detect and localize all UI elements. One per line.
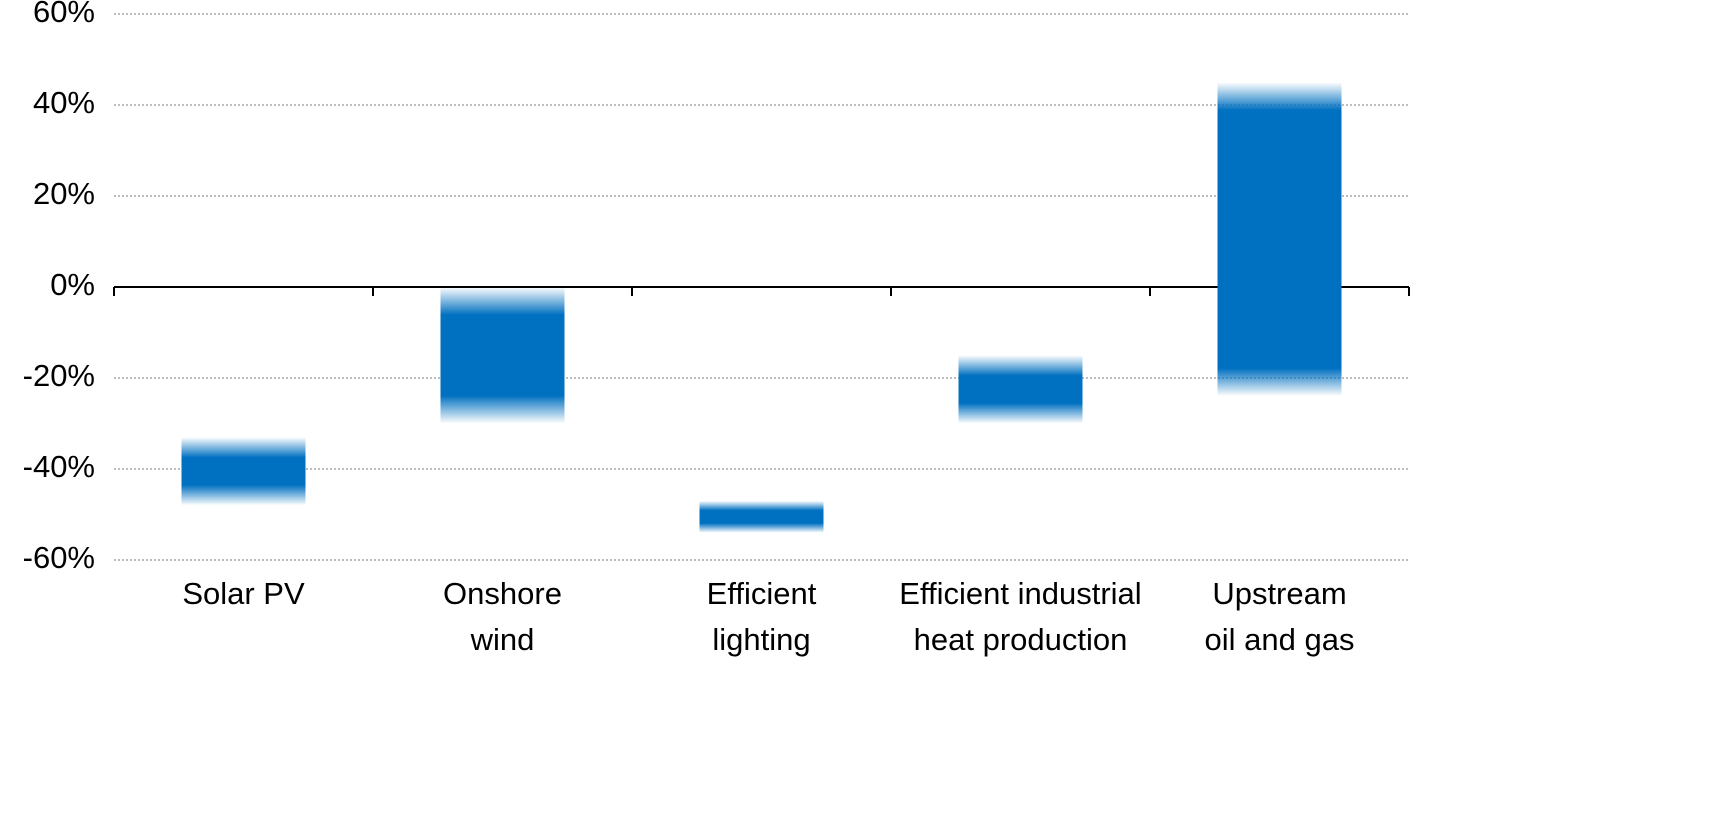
x-tick-label: Onshore	[443, 576, 562, 611]
y-tick-label: 60%	[33, 0, 95, 29]
x-tick-label: heat production	[914, 622, 1128, 657]
y-tick-label: 20%	[33, 176, 95, 211]
range-bar	[440, 287, 565, 424]
y-tick-label: 40%	[33, 85, 95, 120]
x-tick-label: Efficient industrial	[899, 576, 1141, 611]
y-tick-label: -60%	[23, 540, 95, 575]
range-bar	[958, 355, 1083, 424]
x-tick-label: Upstream	[1212, 576, 1346, 611]
y-tick-label: -20%	[23, 358, 95, 393]
x-tick-label: wind	[470, 622, 535, 657]
x-tick-label: oil and gas	[1205, 622, 1355, 657]
x-tick-label: lighting	[712, 622, 810, 657]
y-tick-label: 0%	[50, 267, 95, 302]
range-bar	[699, 500, 824, 533]
x-tick-label: Efficient	[707, 576, 817, 611]
y-tick-label: -40%	[23, 449, 95, 484]
range-bar	[1217, 82, 1342, 397]
x-tick-label: Solar PV	[182, 576, 305, 611]
range-bar	[181, 437, 306, 506]
